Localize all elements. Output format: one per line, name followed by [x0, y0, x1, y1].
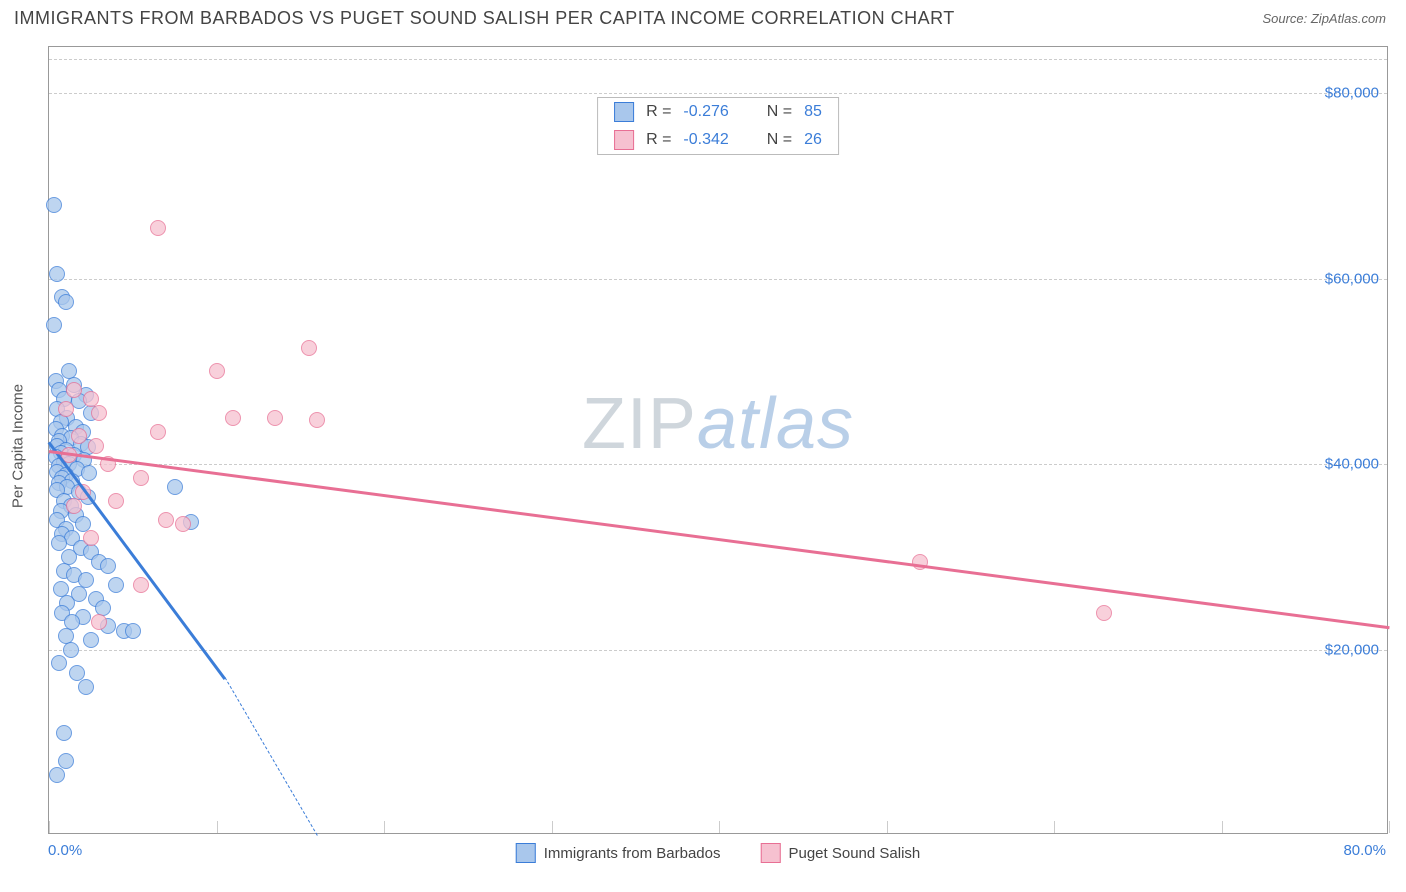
data-point [209, 363, 225, 379]
x-axis-max: 80.0% [1343, 842, 1386, 859]
data-point [1096, 605, 1112, 621]
data-point [49, 266, 65, 282]
legend-swatch [614, 102, 634, 122]
y-tick-label: $80,000 [1325, 85, 1379, 102]
data-point [66, 382, 82, 398]
stats-legend-row: R = -0.276 N = 85 [598, 98, 838, 126]
data-point [51, 535, 67, 551]
data-point [91, 405, 107, 421]
data-point [91, 614, 107, 630]
data-point [267, 410, 283, 426]
data-point [78, 679, 94, 695]
gridline [49, 59, 1387, 60]
data-point [108, 493, 124, 509]
chart-area: $20,000$40,000$60,000$80,000 ZIPatlas R … [48, 46, 1388, 834]
data-point [56, 725, 72, 741]
x-tick [1054, 821, 1055, 833]
legend-label: Immigrants from Barbados [544, 845, 721, 862]
data-point [46, 197, 62, 213]
data-point [46, 317, 62, 333]
gridline [49, 650, 1387, 651]
x-tick [887, 821, 888, 833]
y-axis-label: Per Capita Income [10, 384, 27, 508]
n-label: N = [767, 103, 792, 121]
data-point [71, 428, 87, 444]
data-point [125, 623, 141, 639]
x-axis-min: 0.0% [48, 842, 82, 859]
data-point [167, 479, 183, 495]
data-point [309, 412, 325, 428]
r-label: R = [646, 131, 671, 149]
data-point [175, 516, 191, 532]
gridline [49, 93, 1387, 94]
legend-swatch [760, 843, 780, 863]
series-legend: Immigrants from Barbados Puget Sound Sali… [516, 843, 921, 863]
source-label: Source: ZipAtlas.com [1262, 11, 1386, 26]
data-point [150, 424, 166, 440]
legend-item: Puget Sound Salish [760, 843, 920, 863]
data-point [158, 512, 174, 528]
data-point [88, 438, 104, 454]
x-tick [49, 821, 50, 833]
data-point [63, 642, 79, 658]
data-point [133, 470, 149, 486]
legend-item: Immigrants from Barbados [516, 843, 721, 863]
gridline [49, 279, 1387, 280]
legend-swatch [516, 843, 536, 863]
data-point [51, 655, 67, 671]
data-point [66, 498, 82, 514]
x-tick [384, 821, 385, 833]
legend-label: Puget Sound Salish [788, 845, 920, 862]
data-point [49, 767, 65, 783]
data-point [58, 294, 74, 310]
y-tick-label: $20,000 [1325, 641, 1379, 658]
data-point [83, 632, 99, 648]
x-tick [552, 821, 553, 833]
data-point [83, 530, 99, 546]
r-value: -0.342 [683, 131, 728, 149]
data-point [81, 465, 97, 481]
r-value: -0.276 [683, 103, 728, 121]
trendline-extension [224, 678, 317, 836]
x-tick [217, 821, 218, 833]
n-value: 85 [804, 103, 822, 121]
r-label: R = [646, 103, 671, 121]
data-point [225, 410, 241, 426]
x-tick [1222, 821, 1223, 833]
trendline [49, 450, 1389, 629]
x-tick [1389, 821, 1390, 833]
n-value: 26 [804, 131, 822, 149]
x-tick [719, 821, 720, 833]
data-point [301, 340, 317, 356]
y-tick-label: $40,000 [1325, 456, 1379, 473]
n-label: N = [767, 131, 792, 149]
legend-swatch [614, 130, 634, 150]
chart-title: IMMIGRANTS FROM BARBADOS VS PUGET SOUND … [14, 8, 955, 29]
data-point [150, 220, 166, 236]
gridline [49, 464, 1387, 465]
data-point [133, 577, 149, 593]
data-point [58, 401, 74, 417]
y-tick-label: $60,000 [1325, 270, 1379, 287]
stats-legend: R = -0.276 N = 85 R = -0.342 N = 26 [597, 97, 839, 155]
data-point [108, 577, 124, 593]
stats-legend-row: R = -0.342 N = 26 [598, 126, 838, 154]
data-point [100, 558, 116, 574]
